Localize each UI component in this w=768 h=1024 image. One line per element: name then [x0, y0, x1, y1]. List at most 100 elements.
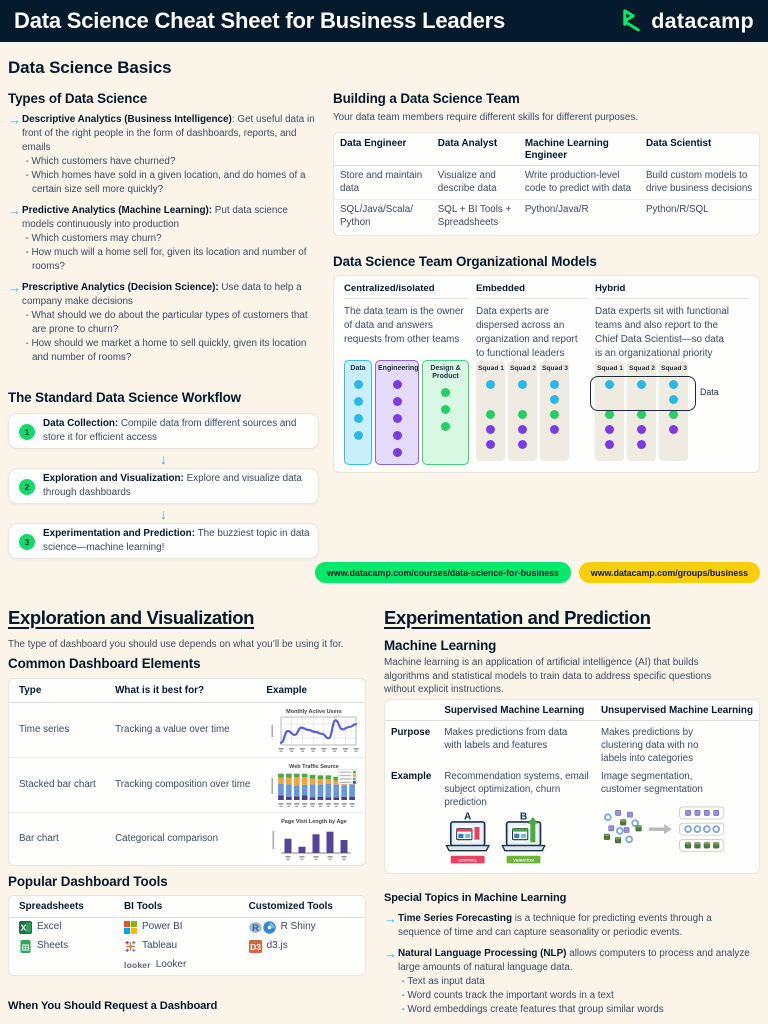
- arrow-icon: →: [8, 280, 21, 295]
- bullet-desc: is a technique for predicting events thr…: [398, 913, 712, 939]
- tableau-icon: [124, 940, 137, 953]
- arrow-bullet-div-div: - Text as input data - Word counts track …: [398, 975, 760, 1017]
- squad-label: Squad 1: [597, 365, 624, 372]
- ml-row-example-td: Image segmentation, customer segmentatio…: [595, 765, 759, 873]
- time-series-chart-svg-rect: [321, 748, 327, 750]
- person-dot-purple: [392, 414, 402, 423]
- squad-box: Squad 2: [508, 361, 537, 461]
- tools-row-td: Power BI: [114, 918, 239, 938]
- team-table-card: Data Engineer Data Analyst Machine Learn…: [333, 132, 760, 236]
- workflow-step-card-div: Data Collection: Compile data from diffe…: [43, 417, 310, 445]
- dashboard-elements-table-tbody: Time series Tracking a value over time M…: [9, 702, 365, 866]
- clustering-illustration-svg-circle: [603, 813, 612, 822]
- person-dot-purple: [392, 448, 402, 457]
- team-cell: Python/Java/R: [524, 204, 589, 215]
- ab-test-illustration-svg-g-rect: [458, 833, 464, 839]
- org-model-desc: The data team is the owner of data and a…: [344, 306, 464, 345]
- time-series-chart-svg-rect: [299, 748, 305, 750]
- person-dot-purple: [518, 440, 527, 449]
- clustering-illustration-svg-rect: [608, 825, 615, 832]
- courses-link-pill[interactable]: www.datacamp.com/courses/data-science-fo…: [315, 562, 571, 583]
- person-dot-purple: [550, 425, 559, 434]
- groups-link-pill[interactable]: www.datacamp.com/groups/business: [578, 562, 760, 583]
- team-group-box: Engineering: [375, 360, 419, 465]
- stacked-bar-chart-svg-rect: [333, 797, 339, 800]
- person-dot-purple: [637, 425, 646, 434]
- person-dot-green: [637, 410, 646, 419]
- bar-chart-svg-rect: [341, 856, 347, 858]
- stacked-bar-chart-svg-rect: [317, 796, 323, 800]
- org-models-grid: Centralized/isolated The data team is th…: [344, 276, 749, 465]
- team-table-tbody: Store and maintain data Visualize and de…: [334, 165, 759, 236]
- person-dot-purple: [605, 425, 614, 434]
- org-model-desc: Data experts sit with functional teams a…: [595, 306, 729, 359]
- person-dot-blue: [353, 380, 363, 389]
- page-content: Data Science Basics Types of Data Scienc…: [0, 58, 768, 1024]
- exploration-intro: The type of dashboard you should use dep…: [8, 639, 344, 650]
- excel-icon-svg-text: X: [20, 923, 26, 933]
- stacked-bar-chart-svg-rect: [285, 796, 292, 800]
- squad-box-div: [597, 377, 622, 452]
- special-topics-title: Special Topics in Machine Learning: [384, 892, 567, 905]
- ml-row-label: Purpose: [391, 727, 431, 739]
- clustering-illustration-svg-rect: [604, 834, 610, 837]
- stacked-bar-chart: Web Traffic Source: [266, 760, 361, 810]
- stacked-bar-chart-svg-rect: [309, 774, 316, 779]
- tools-row: looker Looker: [9, 956, 365, 975]
- rshiny-icon-svg-ellipse: [248, 922, 262, 933]
- stacked-bar-chart-svg-rect: [285, 777, 292, 785]
- arrow-bullet-div-div: - Which customers may churn? - How much w…: [22, 232, 319, 274]
- basics-columns: Types of Data Science → Descriptive Analy…: [8, 78, 760, 583]
- clustering-illustration-svg-circle: [693, 825, 702, 834]
- group-label: Data: [350, 365, 366, 372]
- ab-test-illustration-svg-g-text: B: [520, 811, 527, 822]
- clustering-illustration-svg: [603, 806, 725, 852]
- time-series-chart-svg-rect: [332, 750, 336, 752]
- stacked-bar-chart-svg-rect: [293, 785, 300, 797]
- clustering-illustration-svg-rect: [703, 810, 710, 816]
- group-label: Design & Product: [430, 365, 461, 380]
- dashboard-elements-table-thead-tr: Type What is it best for? Example: [9, 679, 365, 703]
- squad-label: Squad 3: [542, 365, 569, 372]
- excel-icon: X: [19, 921, 32, 934]
- clustering-illustration-svg-circle: [702, 825, 711, 834]
- stacked-bar-chart-svg-rect: [342, 805, 346, 807]
- clustering-illustration-svg-rect: [615, 810, 621, 816]
- time-series-chart-svg-rect: [354, 750, 358, 752]
- stacked-bar-chart-svg-rect: [333, 784, 339, 798]
- person-dot-purple: [486, 440, 495, 449]
- tools-row-td: [239, 956, 365, 975]
- request-title: When You Should Request a Dashboard: [8, 999, 218, 1012]
- tools-row-td: Sheets: [9, 937, 114, 956]
- arrow-bullet-div-div: - What should we do about the particular…: [22, 309, 319, 365]
- bullet-desc: Put data science models continuously int…: [22, 205, 288, 230]
- types-title: Types of Data Science: [8, 91, 148, 106]
- tool-tableau: Tableau: [124, 940, 231, 953]
- ab-test-illustration-svg-g-rect: [457, 828, 473, 832]
- dash-cell-type: Time series: [9, 702, 106, 758]
- clustering-illustration-svg-rect: [685, 842, 691, 845]
- arrow-icon: →: [384, 911, 397, 927]
- team-cell: Python/R/SQL: [646, 204, 709, 215]
- dash-cell-best: Tracking composition over time: [105, 757, 257, 813]
- arrow-bullet-div-span: Predictive Analytics (Machine Learning):…: [22, 205, 288, 230]
- ab-test-illustration-svg-g-text: CONTROL: [459, 858, 478, 862]
- stacked-bar-chart-svg-rect: [301, 773, 308, 778]
- page-title: Data Science Cheat Sheet for Business Le…: [14, 8, 506, 33]
- tool-powerbi: Power BI: [124, 921, 231, 934]
- experimentation-column: Experimentation and Prediction Machine L…: [384, 607, 760, 1024]
- stacked-bar-chart-svg-rect: [333, 776, 339, 781]
- stacked-bar-chart-svg-rect: [325, 803, 331, 805]
- stacked-bar-chart-svg-rect: [339, 778, 352, 780]
- clustering-illustration-svg-rect: [694, 810, 701, 816]
- bar-chart-svg-rect: [340, 840, 348, 853]
- sub-bullet: - Text as input data: [401, 976, 485, 988]
- person-dot-blue: [353, 397, 363, 406]
- stacked-bar-chart-svg-rect: [293, 803, 299, 805]
- stacked-bar-chart-svg-rect: [352, 777, 356, 781]
- clustering-illustration-svg-rect: [679, 839, 725, 852]
- tools-row-td: R R Shiny: [239, 918, 365, 938]
- arrow-bullet: → Descriptive Analytics (Business Intelli…: [8, 113, 319, 197]
- stacked-bar-chart-svg-rect: [318, 805, 322, 807]
- workflow-down-arrow-icon: ↓: [160, 505, 167, 522]
